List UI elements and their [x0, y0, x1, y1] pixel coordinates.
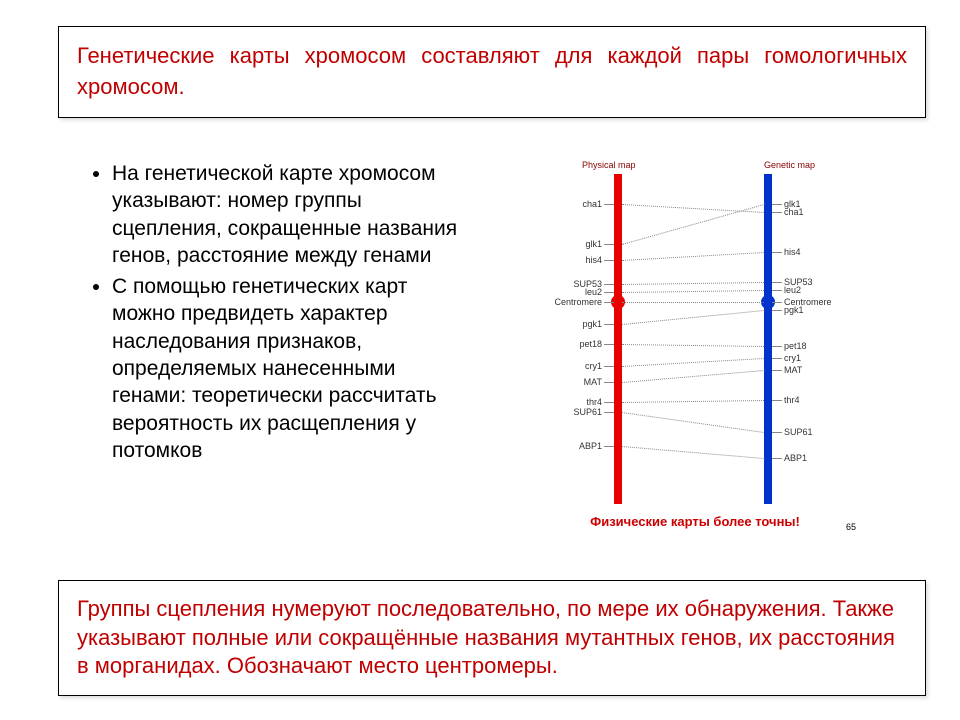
gene-tick: [604, 344, 614, 345]
gene-tick: [604, 302, 614, 303]
gene-label: SUP61: [784, 427, 813, 437]
gene-label: thr4: [586, 397, 602, 407]
gene-connector: [622, 310, 764, 325]
gene-connector: [622, 252, 764, 261]
gene-label: SUP61: [573, 407, 602, 417]
gene-label: cry1: [784, 353, 801, 363]
top-callout-text: Генетические карты хромосом составляют д…: [77, 41, 907, 103]
gene-tick: [604, 244, 614, 245]
gene-label: glk1: [585, 239, 602, 249]
gene-tick: [772, 282, 782, 283]
gene-tick: [772, 346, 782, 347]
gene-tick: [604, 284, 614, 285]
gene-label: cry1: [585, 361, 602, 371]
gene-label: thr4: [784, 395, 800, 405]
gene-tick: [772, 458, 782, 459]
gene-label: Centromere: [554, 297, 602, 307]
gene-connector: [622, 204, 764, 213]
gene-label: ABP1: [579, 441, 602, 451]
gene-label: his4: [784, 247, 801, 257]
gene-connector: [622, 302, 764, 303]
gene-label: MAT: [584, 377, 602, 387]
gene-tick: [604, 382, 614, 383]
gene-tick: [604, 204, 614, 205]
gene-label: pgk1: [784, 305, 804, 315]
gene-label: leu2: [784, 285, 801, 295]
chromosome-map-diagram: Физические карты более точны! 65 Physica…: [510, 160, 880, 530]
list-item: На генетической карте хромосом указывают…: [112, 160, 458, 269]
gene-tick: [604, 260, 614, 261]
gene-connector: [622, 290, 764, 293]
gene-tick: [772, 204, 782, 205]
gene-label: cha1: [784, 207, 804, 217]
gene-connector: [622, 400, 764, 403]
gene-tick: [772, 212, 782, 213]
gene-tick: [772, 290, 782, 291]
gene-tick: [772, 400, 782, 401]
gene-tick: [772, 252, 782, 253]
chromosome-bar: [764, 174, 772, 504]
gene-tick: [772, 358, 782, 359]
gene-tick: [604, 366, 614, 367]
gene-label: leu2: [585, 287, 602, 297]
bottom-callout-text: Группы сцепления нумеруют последовательн…: [77, 595, 907, 681]
map-title: Genetic map: [764, 160, 815, 170]
gene-label: pgk1: [582, 319, 602, 329]
gene-tick: [772, 432, 782, 433]
gene-tick: [604, 292, 614, 293]
gene-label: pet18: [784, 341, 807, 351]
gene-label: ABP1: [784, 453, 807, 463]
bottom-callout-box: Группы сцепления нумеруют последовательн…: [58, 580, 926, 696]
gene-connector: [622, 446, 764, 459]
gene-label: pet18: [579, 339, 602, 349]
gene-tick: [604, 412, 614, 413]
gene-connector: [622, 344, 764, 347]
gene-label: MAT: [784, 365, 802, 375]
bullet-list: На генетической карте хромосом указывают…: [88, 160, 458, 468]
gene-tick: [772, 310, 782, 311]
gene-tick: [604, 402, 614, 403]
list-item: С помощью генетических карт можно предви…: [112, 273, 458, 464]
gene-label: cha1: [582, 199, 602, 209]
gene-tick: [772, 302, 782, 303]
gene-connector: [622, 370, 764, 383]
diagram-caption: Физические карты более точны!: [510, 514, 880, 530]
page-number: 65: [846, 522, 856, 532]
gene-connector: [622, 358, 764, 367]
gene-connector: [622, 204, 764, 245]
top-callout-box: Генетические карты хромосом составляют д…: [58, 26, 926, 118]
gene-tick: [604, 324, 614, 325]
gene-connector: [622, 282, 764, 285]
gene-connector: [622, 412, 764, 433]
gene-tick: [772, 370, 782, 371]
chromosome-bar: [614, 174, 622, 504]
gene-label: his4: [585, 255, 602, 265]
map-title: Physical map: [582, 160, 636, 170]
gene-tick: [604, 446, 614, 447]
